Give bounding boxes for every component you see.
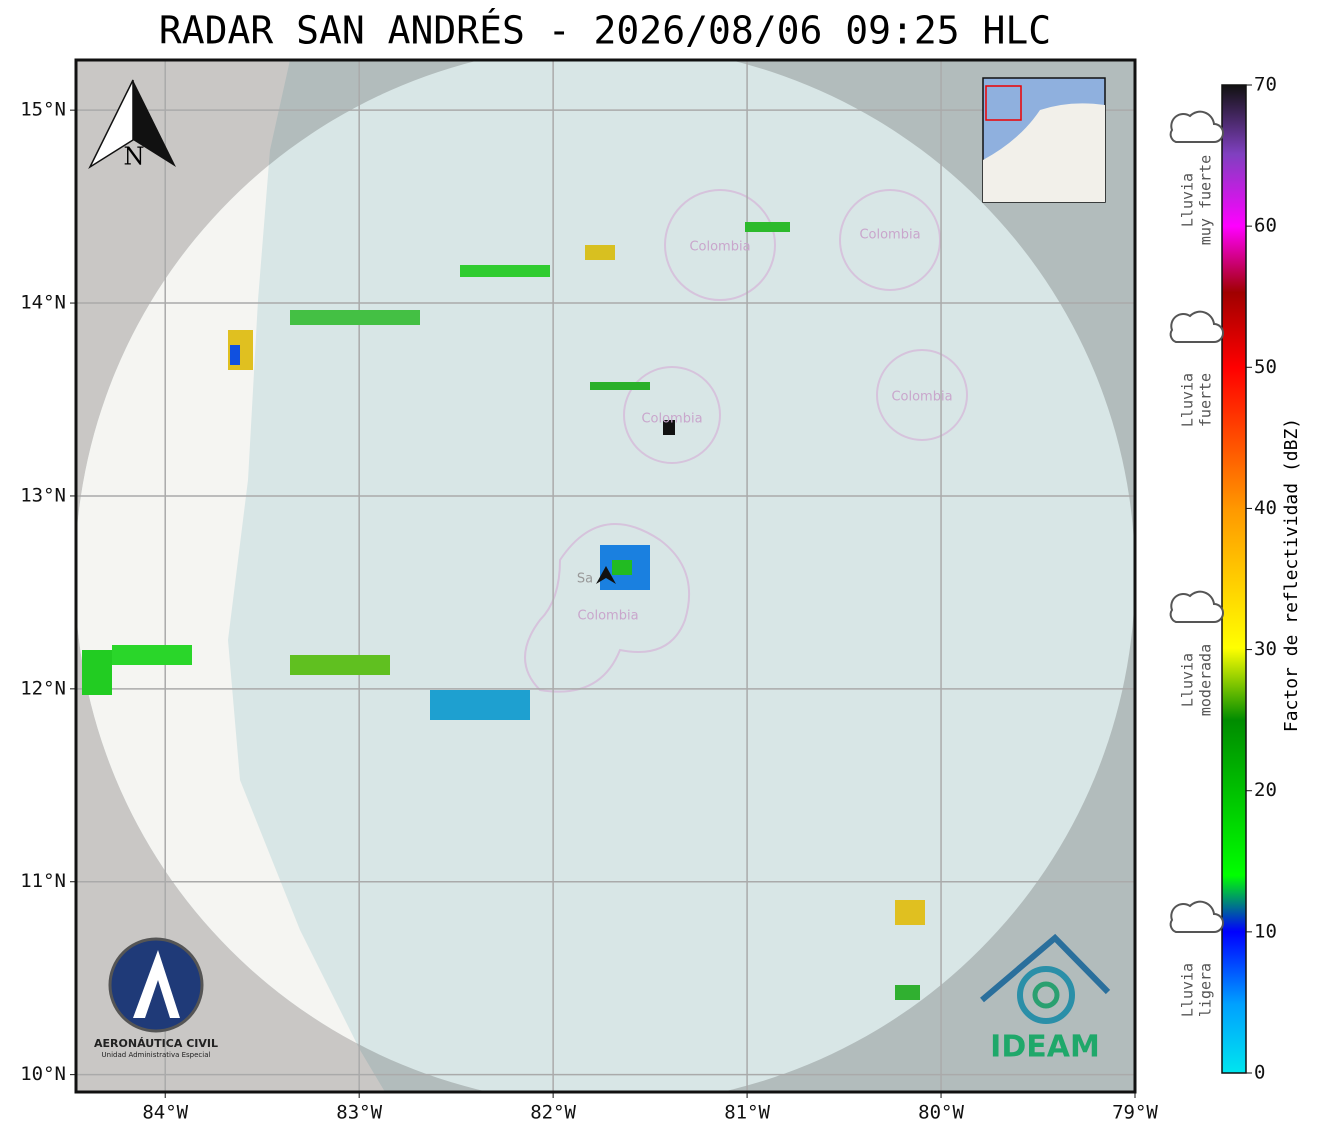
place-label: Colombia <box>577 609 638 624</box>
weather-icon <box>1169 110 1224 143</box>
ideam-logo: IDEAM <box>980 933 1111 1065</box>
colorbar-ticks: 0 10 20 30 40 50 60 70 <box>1246 74 1277 1084</box>
place-label: Sa <box>577 572 593 587</box>
weather-icon <box>1169 590 1224 623</box>
colorbar-tick-label: 50 <box>1254 356 1277 378</box>
rain-category: Lluvia <box>1179 173 1197 227</box>
north-label: N <box>124 143 145 171</box>
rain-category: fuerte <box>1197 373 1215 427</box>
inset-map <box>982 77 1106 203</box>
colorbar-tick-label: 20 <box>1254 779 1277 801</box>
y-tick-label: 13°N <box>20 484 66 506</box>
x-tick-label: 82°W <box>530 1102 576 1124</box>
x-tick-label: 83°W <box>336 1102 382 1124</box>
place-label: Colombia <box>859 228 920 243</box>
y-tick-label: 15°N <box>20 99 66 121</box>
logo-text: AERONÁUTICA CIVIL <box>94 1037 218 1050</box>
colorbar-tick-label: 10 <box>1254 920 1277 942</box>
land <box>76 60 385 1092</box>
logo-text: Unidad Administrativa Especial <box>102 1051 211 1059</box>
colorbar-tick-label: 0 <box>1254 1062 1265 1084</box>
place-label: Colombia <box>689 240 750 255</box>
colorbar-tick-label: 30 <box>1254 638 1277 660</box>
x-tick-label: 80°W <box>918 1102 964 1124</box>
weather-icon <box>1169 310 1224 343</box>
rain-category: Lluvia <box>1179 373 1197 427</box>
axis-ticks: 84°W 83°W 82°W 81°W 80°W 79°W 10°N 11°N 12°N 13°N… <box>20 99 1158 1124</box>
place-label: Colombia <box>891 390 952 405</box>
title: RADAR SAN ANDRÉS - 2026/08/06 09:25 HLC <box>159 9 1051 53</box>
x-tick-label: 84°W <box>142 1102 188 1124</box>
y-tick-label: 12°N <box>20 677 66 699</box>
rain-category: moderada <box>1197 644 1215 716</box>
rain-category: Lluvia <box>1179 963 1197 1017</box>
rain-category: Lluvia <box>1179 653 1197 707</box>
place-label: Colombia <box>641 412 702 427</box>
echoes <box>82 222 925 1000</box>
weather-icon <box>1169 900 1224 933</box>
y-tick-label: 14°N <box>20 292 66 314</box>
x-tick-label: 79°W <box>1112 1102 1158 1124</box>
x-tick-label: 81°W <box>724 1102 770 1124</box>
colorbar-tick-label: 60 <box>1254 215 1277 237</box>
map: Colombia Colombia Colombia Colombia Colo… <box>76 60 1135 1092</box>
logo-text: IDEAM <box>990 1030 1100 1065</box>
y-tick-label: 11°N <box>20 870 66 892</box>
territory-outlines <box>524 189 968 693</box>
colorbar-label: Factor de reflectividad (dBZ) <box>1281 418 1302 732</box>
north-arrow: N <box>88 79 176 171</box>
colorbar-tick-label: 40 <box>1254 497 1277 519</box>
y-tick-label: 10°N <box>20 1063 66 1085</box>
aerocivil-logo: AERONÁUTICA CIVIL Unidad Administrativa … <box>94 937 218 1059</box>
colorbar-tick-label: 70 <box>1254 74 1277 96</box>
colorbar <box>1221 84 1247 1074</box>
map-frame <box>74 58 1137 1094</box>
radar-site <box>596 566 616 584</box>
rain-category: ligera <box>1197 963 1215 1017</box>
rain-category: muy fuerte <box>1197 155 1215 245</box>
